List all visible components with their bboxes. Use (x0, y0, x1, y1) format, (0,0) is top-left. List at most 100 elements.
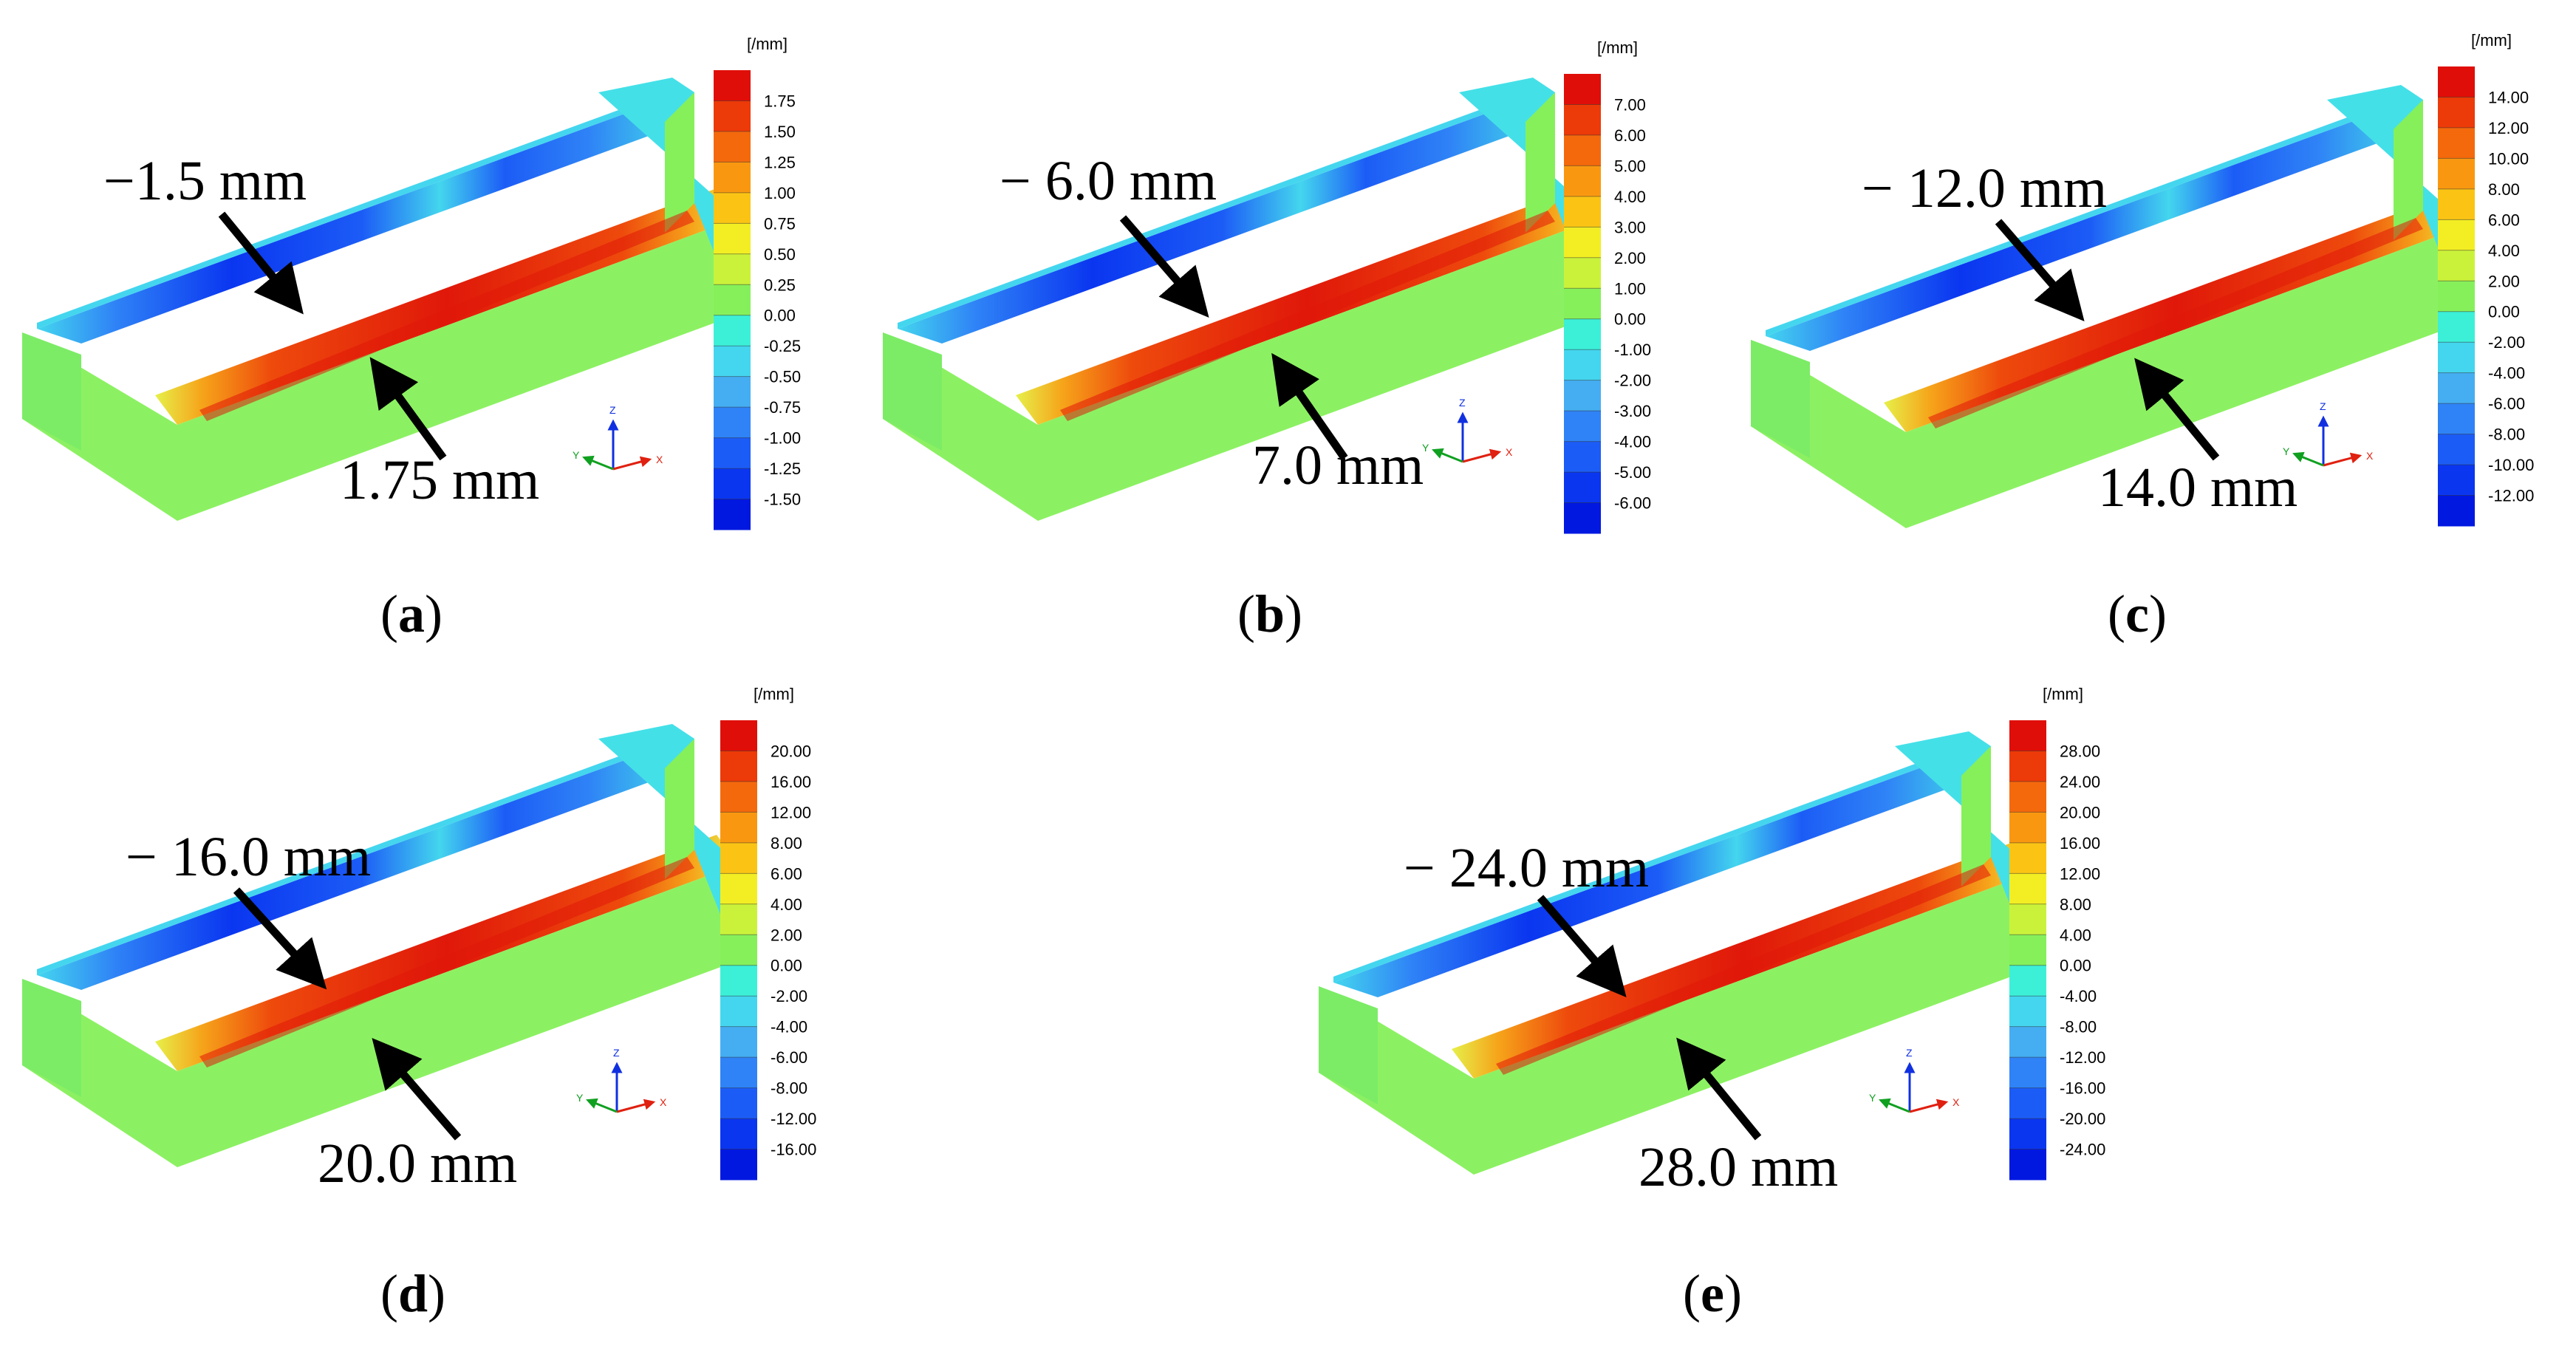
legend-tick-label: -16.00 (2060, 1079, 2105, 1098)
legend-tick-label: -1.00 (1614, 341, 1651, 359)
min-arrow (1995, 219, 2085, 321)
z-axis-label: Z (2320, 400, 2326, 412)
max-annotation: 7.0 mm (1252, 434, 1424, 496)
legend-band (720, 720, 757, 751)
legend-tick-label: 0.25 (764, 276, 796, 294)
legend-band (2009, 842, 2046, 874)
legend-tick-label: 12.00 (2488, 119, 2529, 137)
back-wall (898, 107, 1548, 344)
legend-tick-label: 0.00 (1614, 310, 1646, 329)
legend-band (714, 253, 751, 285)
front-wall (1452, 842, 2035, 1079)
legend-tick-label: 6.00 (1614, 126, 1646, 145)
legend-band (720, 965, 757, 997)
max-annotation: 1.75 mm (340, 449, 539, 511)
panel-c: − 12.0 mm 14.0 mm Z X Y [/mm] 14.00 12.00 10.00 8… (1751, 31, 2534, 528)
y-axis-label: Y (573, 449, 580, 461)
min-annotation: − 6.0 mm (1000, 150, 1217, 212)
legend-tick-label: 20.00 (2060, 803, 2100, 821)
legend-tick-label: -16.00 (771, 1141, 816, 1159)
y-axis (582, 455, 614, 471)
legend-band (714, 284, 751, 316)
legend-band (714, 223, 751, 255)
legend-band (714, 346, 751, 378)
legend-tick-label: -8.00 (771, 1079, 807, 1098)
legend-band (2438, 97, 2475, 129)
legend-tick-label: -8.00 (2060, 1018, 2097, 1036)
legend-band (2009, 965, 2046, 997)
legend-band (714, 376, 751, 408)
legend-unit: [/mm] (754, 685, 794, 703)
legend-tick-label: -0.25 (764, 337, 801, 355)
subfigure-label-e: (e) (1683, 1264, 1742, 1323)
legend-band (720, 1118, 757, 1150)
legend-band (2009, 1087, 2046, 1119)
legend-band (2009, 812, 2046, 844)
legend-band (2009, 1149, 2046, 1181)
legend-tick-label: 6.00 (771, 864, 802, 883)
legend-band (1564, 472, 1601, 504)
legend-band (720, 842, 757, 874)
x-axis (616, 1099, 656, 1113)
legend-tick-label: 24.00 (2060, 773, 2100, 791)
legend-tick-label: 1.50 (764, 123, 796, 141)
z-axis-label: Z (613, 1047, 620, 1059)
legend-tick-label: 16.00 (771, 773, 811, 791)
legend-band (2009, 873, 2046, 905)
legend-tick-label: 12.00 (2060, 864, 2100, 883)
legend-tick-label: -4.00 (2060, 987, 2097, 1005)
legend-band (1564, 288, 1601, 320)
legend-band (2009, 1057, 2046, 1089)
legend-tick-label: 28.00 (2060, 742, 2100, 760)
legend-band (1564, 196, 1601, 228)
legend-band (720, 1026, 757, 1058)
legend-tick-label: 8.00 (771, 834, 802, 853)
legend-band (2438, 66, 2475, 98)
legend-band (2438, 465, 2475, 496)
legend-tick-label: 2.00 (1614, 249, 1646, 267)
legend-tick-label: 4.00 (771, 895, 802, 914)
max-arrow (372, 1038, 462, 1141)
legend-band (2438, 372, 2475, 404)
min-annotation: −1.5 mm (103, 150, 307, 212)
min-arrow (1537, 895, 1627, 997)
y-axis-label: Y (2283, 445, 2290, 457)
legend-tick-label: 4.00 (1614, 188, 1646, 206)
legend-band (720, 935, 757, 966)
back-wall (37, 754, 687, 990)
legend-band (2009, 1026, 2046, 1058)
front-wall (155, 188, 739, 425)
legend-tick-label: -6.00 (2488, 394, 2525, 413)
legend-band (2009, 720, 2046, 751)
legend-tick-label: 2.00 (771, 926, 802, 944)
legend-tick-label: -1.25 (764, 460, 801, 478)
legend-band (2438, 495, 2475, 527)
x-axis (1909, 1099, 1949, 1113)
legend-band (2438, 219, 2475, 251)
legend-tick-label: 0.00 (764, 307, 796, 325)
front-wall (1884, 196, 2467, 432)
legend-tick-label: -12.00 (771, 1110, 816, 1128)
y-axis-label: Y (576, 1092, 584, 1104)
legend-tick-label: -2.00 (771, 987, 807, 1005)
legend-unit: [/mm] (747, 35, 788, 53)
panel-b: − 6.0 mm 7.0 mm Z X Y [/mm] 7.00 6.00 5.00 4.00 3.… (883, 38, 1651, 534)
legend-band (2009, 781, 2046, 813)
legend-band (720, 812, 757, 844)
x-axis (2323, 452, 2363, 467)
legend-unit: [/mm] (1597, 38, 1638, 57)
y-axis (2292, 451, 2324, 467)
legend-band (2438, 342, 2475, 374)
x-axis-label: X (656, 454, 663, 465)
legend-tick-label: 4.00 (2488, 242, 2520, 260)
panel-e: − 24.0 mm 28.0 mm Z X Y [/mm] 28.00 24.00 20.00 1… (1319, 685, 2105, 1198)
legend-band (714, 70, 751, 101)
front-wall (1016, 188, 1599, 425)
legend-tick-label: -12.00 (2060, 1048, 2105, 1067)
back-wall (1766, 115, 2416, 351)
legend-tick-label: 0.00 (771, 957, 802, 975)
legend-tick-label: -12.00 (2488, 487, 2534, 505)
x-axis (1462, 448, 1502, 463)
legend-tick-label: 0.75 (764, 214, 796, 233)
y-axis-label: Y (1422, 442, 1429, 454)
